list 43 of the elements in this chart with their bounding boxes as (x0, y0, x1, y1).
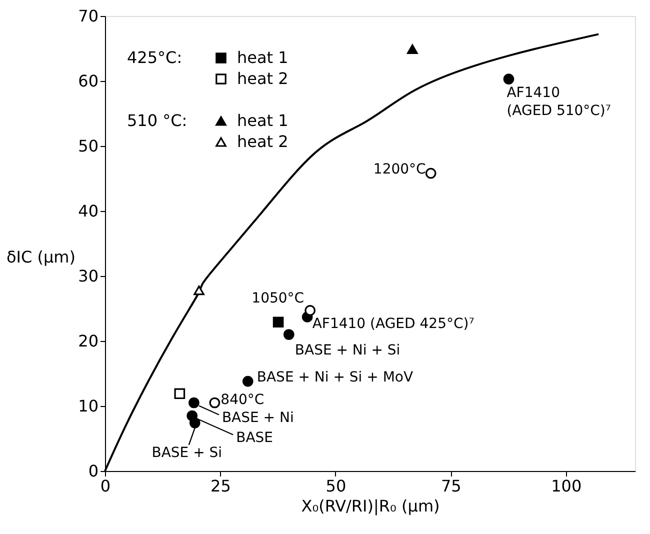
annotation: 1050°C (252, 290, 304, 306)
point (406, 44, 418, 54)
annotation: AF1410 (AGED 510°C)⁷ (506, 85, 612, 120)
point (174, 388, 186, 400)
point (425, 168, 436, 179)
y-tick-label: 30 (78, 266, 98, 286)
point (304, 305, 316, 316)
annotation: AF1410 (AGED 425°C)⁷ (312, 316, 474, 332)
point (189, 418, 200, 428)
x-tick-label: 25 (210, 476, 231, 496)
annotation: 1200°C (373, 161, 426, 178)
annotation: BASE + Ni + Si (294, 342, 400, 358)
y-tick-label: 20 (78, 332, 98, 350)
x-tick-label: 75 (440, 476, 462, 496)
y-tick-label: 60 (78, 72, 98, 90)
y-tick-label: 10 (78, 396, 98, 416)
legend-label: heat 1 (237, 111, 288, 130)
y-tick-label: 70 (78, 6, 98, 26)
y-axis-title: δIC (μm) (6, 248, 76, 267)
y-tick-label: 0 (88, 462, 98, 480)
point (209, 397, 220, 408)
x-tick-label: 100 (551, 476, 582, 496)
point (503, 74, 514, 84)
point (194, 286, 204, 296)
x-tick-label: 0 (100, 476, 111, 496)
x-tick-label: 50 (326, 476, 346, 496)
annotation: 840°C (220, 392, 264, 408)
legend-label: heat 1 (237, 48, 288, 67)
point (283, 329, 294, 340)
legend-label: heat 2 (237, 69, 288, 88)
y-tick-label: 50 (78, 136, 98, 156)
annotation: BASE + Ni + Si + MoV (256, 369, 414, 386)
point (188, 397, 200, 408)
annotation: BASE + Ni (222, 410, 294, 426)
annotation: 425°C: (127, 48, 182, 67)
point (272, 316, 284, 328)
annotation: BASE (236, 430, 274, 446)
point (242, 376, 254, 387)
y-tick-label: 40 (78, 202, 98, 220)
legend-label: heat 2 (237, 132, 288, 151)
annotation: BASE + Si (152, 444, 222, 461)
x-axis-title: X₀(RV/RI)|R₀ (μm) (301, 496, 440, 516)
annotation: 510 °C: (127, 111, 188, 130)
